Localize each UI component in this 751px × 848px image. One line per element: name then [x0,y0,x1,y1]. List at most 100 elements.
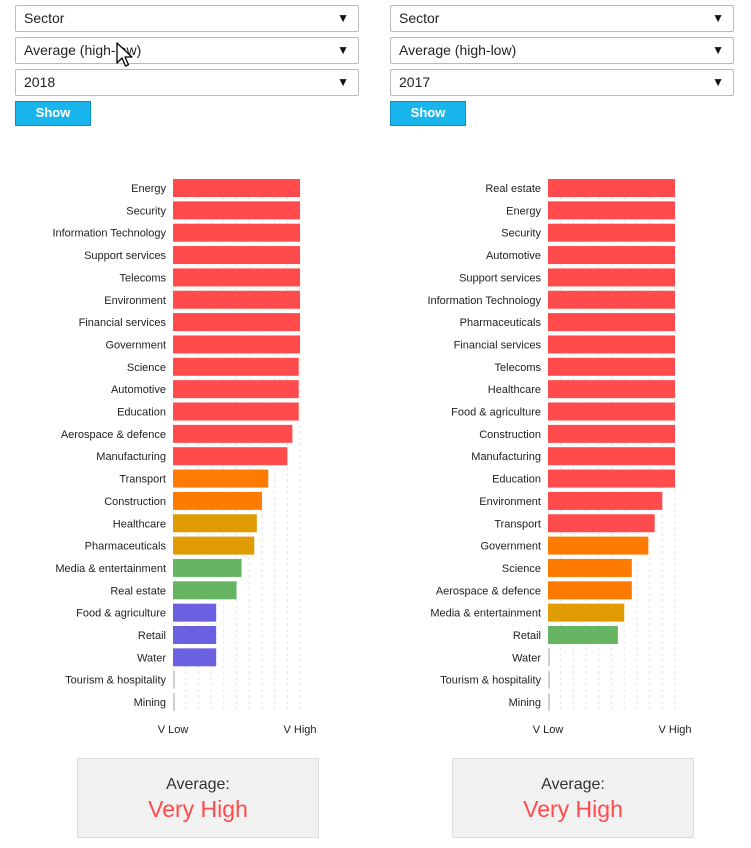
category-label: Manufacturing [471,451,541,463]
dropdown-arrow-icon: ▼ [712,75,724,89]
bar-education[interactable] [548,469,675,488]
bar-environment[interactable] [173,290,300,309]
category-label: Telecoms [495,362,542,374]
bar-tourism-and-hospitality[interactable] [548,670,550,689]
category-label: Government [105,339,166,351]
category-label: Environment [479,496,541,508]
dropdown-arrow-icon: ▼ [337,11,349,25]
bar-education[interactable] [173,402,299,421]
bar-water[interactable] [548,648,550,667]
average-value: Very High [148,796,248,822]
bar-telecoms[interactable] [548,357,675,376]
show-button[interactable]: Show [390,101,466,126]
year-select[interactable]: 2017 ▼ [390,69,734,96]
bar-pharmaceuticals[interactable] [548,313,675,332]
bar-media-and-entertainment[interactable] [173,558,242,577]
bar-real-estate[interactable] [173,581,237,600]
category-label: Energy [131,183,166,195]
category-label: Financial services [454,339,542,351]
x-axis-label-low: V Low [158,724,189,736]
bar-retail[interactable] [173,626,217,644]
category-label: Food & agriculture [76,608,166,620]
bar-automotive[interactable] [548,246,675,265]
bar-media-and-entertainment[interactable] [548,603,625,622]
category-label: Real estate [485,183,541,195]
bar-manufacturing[interactable] [173,447,288,466]
category-label: Energy [506,205,541,217]
measure-select[interactable]: Average (high-low) ▼ [15,37,359,64]
bar-mining[interactable] [548,693,550,712]
category-label: Science [502,563,541,575]
bar-government[interactable] [173,335,300,354]
bar-aerospace-and-defence[interactable] [548,581,632,600]
bar-government[interactable] [548,536,649,555]
category-label: Retail [513,630,541,642]
bar-energy[interactable] [548,201,675,220]
category-label: Tourism & hospitality [440,675,541,687]
measure-select-value: Average (high-low) [399,42,517,58]
category-label: Manufacturing [96,451,166,463]
dropdown-arrow-icon: ▼ [337,43,349,57]
category-label: Financial services [79,317,167,329]
category-label: Construction [479,429,541,441]
left-panel: Sector ▼ Average (high-low) ▼ 2018 ▼ Sho… [15,0,361,848]
bar-water[interactable] [173,648,217,667]
bar-real-estate[interactable] [548,179,675,197]
bar-manufacturing[interactable] [548,447,675,466]
bar-healthcare[interactable] [548,380,675,399]
x-axis-label-high: V High [658,724,691,736]
bar-security[interactable] [173,201,300,220]
bar-environment[interactable] [548,491,663,510]
bar-support-services[interactable] [548,268,675,287]
bar-transport[interactable] [173,469,269,488]
year-select-value: 2017 [399,74,431,90]
category-label: Retail [138,630,166,642]
average-label: Average: [166,776,230,793]
category-label: Support services [84,250,166,262]
bar-aerospace-and-defence[interactable] [173,424,293,443]
show-button[interactable]: Show [15,101,91,126]
category-label: Real estate [110,585,166,597]
grouping-select[interactable]: Sector ▼ [15,5,359,32]
bar-healthcare[interactable] [173,514,257,533]
bar-information-technology[interactable] [173,223,300,242]
bar-financial-services[interactable] [173,313,300,332]
bar-pharmaceuticals[interactable] [173,536,255,555]
category-label: Construction [104,496,166,508]
average-summary-box: Average: Very High [452,758,694,838]
gridlines [560,179,676,714]
dropdown-arrow-icon: ▼ [337,75,349,89]
category-label: Transport [119,474,166,486]
bar-mining[interactable] [173,693,175,712]
year-select-value: 2018 [24,74,56,90]
bar-information-technology[interactable] [548,290,675,309]
bar-energy[interactable] [173,179,300,197]
bar-automotive[interactable] [173,380,299,399]
bar-food-and-agriculture[interactable] [548,402,675,421]
bar-construction[interactable] [173,491,262,510]
category-label: Telecoms [120,272,167,284]
year-select[interactable]: 2018 ▼ [15,69,359,96]
grouping-select[interactable]: Sector ▼ [390,5,734,32]
category-label: Healthcare [113,518,166,530]
bar-science[interactable] [548,558,632,577]
bar-construction[interactable] [548,424,675,443]
bar-retail[interactable] [548,626,618,644]
bar-financial-services[interactable] [548,335,675,354]
category-label: Security [501,228,541,240]
bar-security[interactable] [548,223,675,242]
category-label: Water [137,652,166,664]
category-label: Science [127,362,166,374]
measure-select[interactable]: Average (high-low) ▼ [390,37,734,64]
category-label: Food & agriculture [451,407,541,419]
bar-transport[interactable] [548,514,655,533]
category-label: Environment [104,295,166,307]
category-label: Media & entertainment [430,608,541,620]
bar-tourism-and-hospitality[interactable] [173,670,175,689]
average-label: Average: [541,776,605,793]
bar-food-and-agriculture[interactable] [173,603,217,622]
bar-science[interactable] [173,357,299,376]
bar-support-services[interactable] [173,246,300,265]
bar-telecoms[interactable] [173,268,300,287]
category-label: Automotive [111,384,166,396]
